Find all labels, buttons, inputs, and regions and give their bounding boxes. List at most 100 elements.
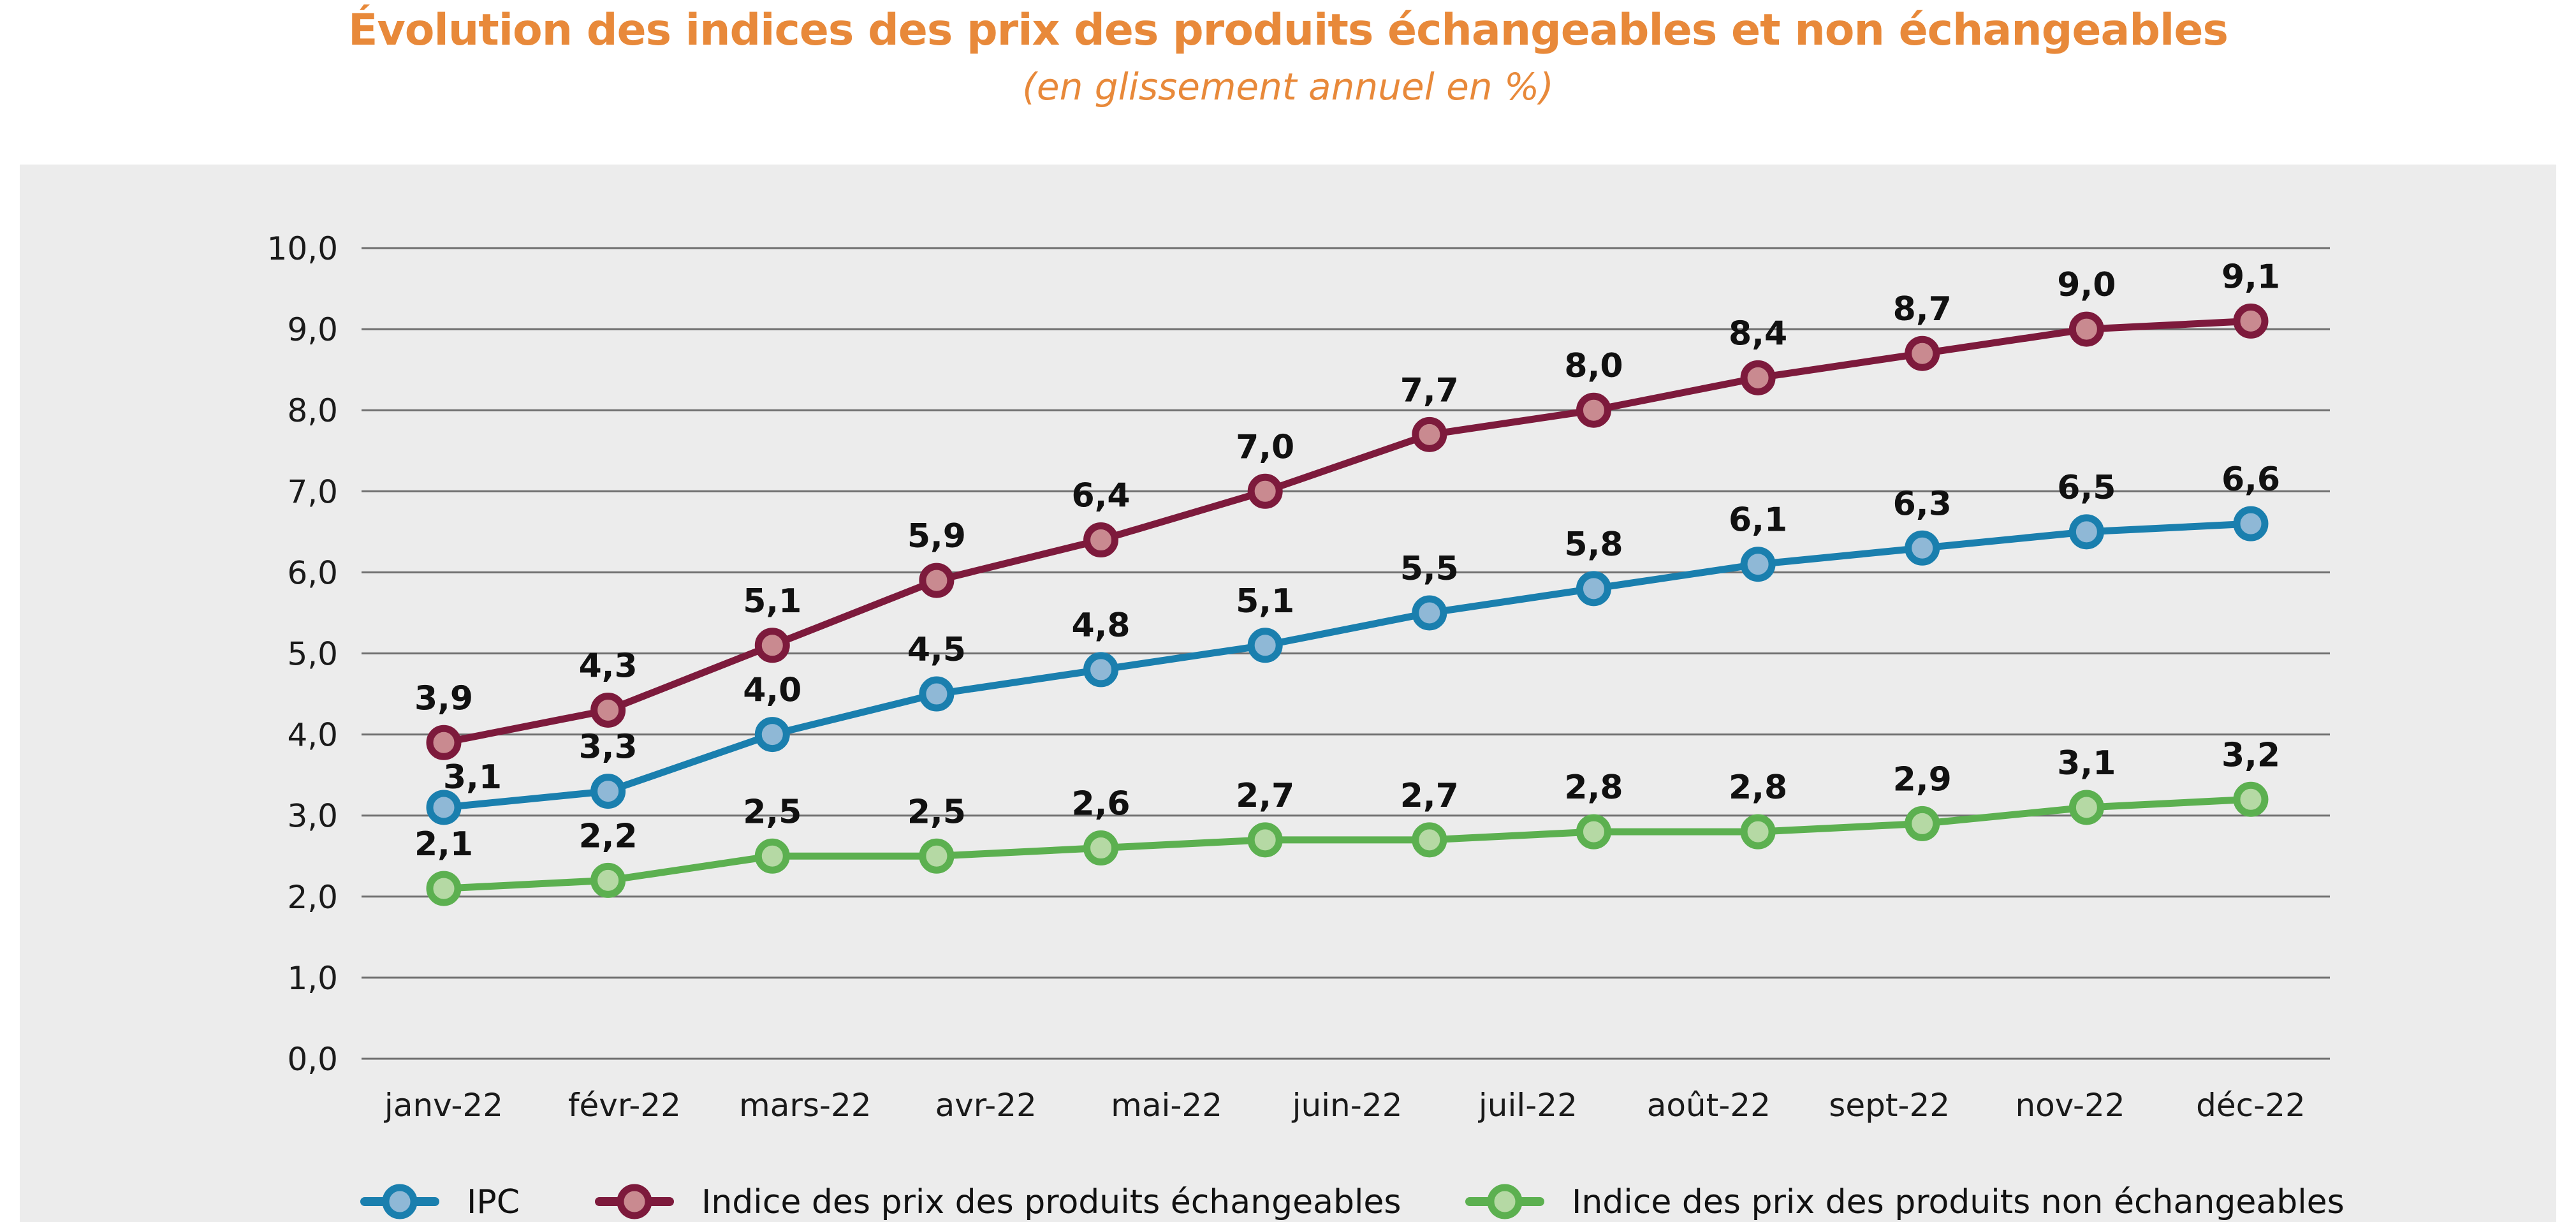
data-point [2233, 506, 2269, 541]
data-point [1740, 547, 1776, 582]
data-point [1083, 830, 1119, 866]
data-label: 2,5 [743, 793, 801, 831]
data-label: 5,8 [1564, 526, 1623, 564]
data-point [919, 838, 955, 874]
data-label: 2,5 [907, 793, 966, 831]
data-label: 3,3 [579, 728, 638, 767]
data-label: 7,0 [1236, 428, 1294, 466]
x-tick-label: nov-22 [2015, 1087, 2125, 1124]
data-label: 3,2 [2221, 736, 2280, 774]
legend-marker-icon [617, 1184, 652, 1219]
data-point [2233, 781, 2269, 817]
series-line-1 [443, 317, 2251, 746]
data-point [919, 563, 955, 598]
data-label: 2,7 [1400, 777, 1459, 815]
y-tick-label: 3,0 [287, 798, 338, 835]
x-tick-label: mai-22 [1111, 1087, 1222, 1124]
data-label: 2,1 [414, 825, 473, 864]
data-label: 4,3 [579, 647, 638, 685]
data-label: 5,1 [1236, 582, 1294, 621]
x-tick-label: mars-22 [739, 1087, 872, 1124]
series-line-0 [443, 520, 2251, 811]
data-label: 8,7 [1893, 290, 1952, 328]
legend-marker-icon [1487, 1184, 1523, 1219]
data-point [2233, 303, 2269, 339]
y-tick-label: 10,0 [267, 230, 338, 267]
data-point [1905, 335, 1940, 371]
y-tick-label: 7,0 [287, 473, 338, 510]
data-label: 4,8 [1071, 607, 1130, 645]
data-label: 3,1 [2057, 744, 2116, 783]
data-label: 8,4 [1729, 314, 1787, 353]
data-label: 2,8 [1729, 769, 1787, 807]
data-point [426, 725, 462, 760]
data-label: 2,8 [1564, 769, 1623, 807]
legend-label: Indice des prix des produits échangeable… [701, 1183, 1401, 1221]
x-tick-label: févr-22 [568, 1087, 681, 1124]
data-label: 6,4 [1071, 477, 1130, 515]
x-tick-label: déc-22 [2196, 1087, 2306, 1124]
data-point [754, 717, 790, 753]
data-label: 2,7 [1236, 777, 1294, 815]
data-point [2068, 311, 2104, 347]
data-point [1905, 806, 1940, 841]
data-label: 3,9 [414, 679, 473, 718]
x-tick-label: août-22 [1647, 1087, 1771, 1124]
x-tick-label: juin-22 [1292, 1087, 1403, 1124]
data-point [1576, 571, 1611, 607]
chart-panel [20, 165, 2556, 1222]
data-point [1576, 814, 1611, 850]
data-point [1905, 530, 1940, 566]
x-tick-label: avr-22 [935, 1087, 1037, 1124]
data-point [1576, 392, 1611, 428]
y-tick-label: 9,0 [287, 311, 338, 348]
data-point [1412, 416, 1447, 452]
y-tick-label: 5,0 [287, 636, 338, 673]
data-point [590, 692, 626, 728]
data-point [1412, 595, 1447, 631]
data-label: 5,9 [907, 517, 966, 556]
x-tick-label: sept-22 [1829, 1087, 1950, 1124]
data-point [1247, 822, 1283, 858]
data-label: 5,1 [743, 582, 801, 621]
data-point [1083, 522, 1119, 558]
y-tick-label: 2,0 [287, 879, 338, 916]
data-point [426, 790, 462, 825]
data-label: 6,6 [2221, 460, 2280, 499]
data-point [590, 862, 626, 898]
data-label: 9,0 [2057, 266, 2116, 304]
data-label: 4,0 [743, 672, 801, 710]
y-tick-label: 8,0 [287, 392, 338, 429]
data-label: 3,1 [443, 758, 502, 797]
y-tick-label: 1,0 [287, 960, 338, 997]
y-tick-label: 0,0 [287, 1041, 338, 1078]
y-tick-label: 4,0 [287, 717, 338, 754]
x-tick-label: juil-22 [1478, 1087, 1577, 1124]
chart-title: Évolution des indices des prix des produ… [348, 5, 2228, 55]
data-point [919, 676, 955, 712]
series-line-2 [443, 795, 2251, 892]
data-label: 5,5 [1400, 550, 1459, 588]
legend-label: Indice des prix des produits non échange… [1572, 1183, 2345, 1221]
data-point [754, 838, 790, 874]
chart-subtitle: (en glissement annuel en %) [1022, 65, 1554, 108]
data-point [754, 628, 790, 663]
data-point [2068, 790, 2104, 825]
legend-marker-icon [382, 1184, 418, 1219]
data-label: 6,5 [2057, 469, 2116, 507]
data-label: 8,0 [1564, 347, 1623, 385]
data-point [1247, 473, 1283, 509]
data-point [1412, 822, 1447, 858]
data-label: 6,1 [1729, 501, 1787, 540]
legend-label: IPC [467, 1183, 520, 1221]
data-label: 9,1 [2221, 258, 2280, 296]
data-point [1740, 360, 1776, 395]
data-label: 2,9 [1893, 760, 1952, 799]
data-point [1083, 652, 1119, 688]
y-tick-label: 6,0 [287, 554, 338, 591]
data-point [1247, 628, 1283, 663]
data-label: 7,7 [1400, 371, 1459, 409]
data-label: 4,5 [907, 631, 966, 669]
data-point [1740, 814, 1776, 850]
